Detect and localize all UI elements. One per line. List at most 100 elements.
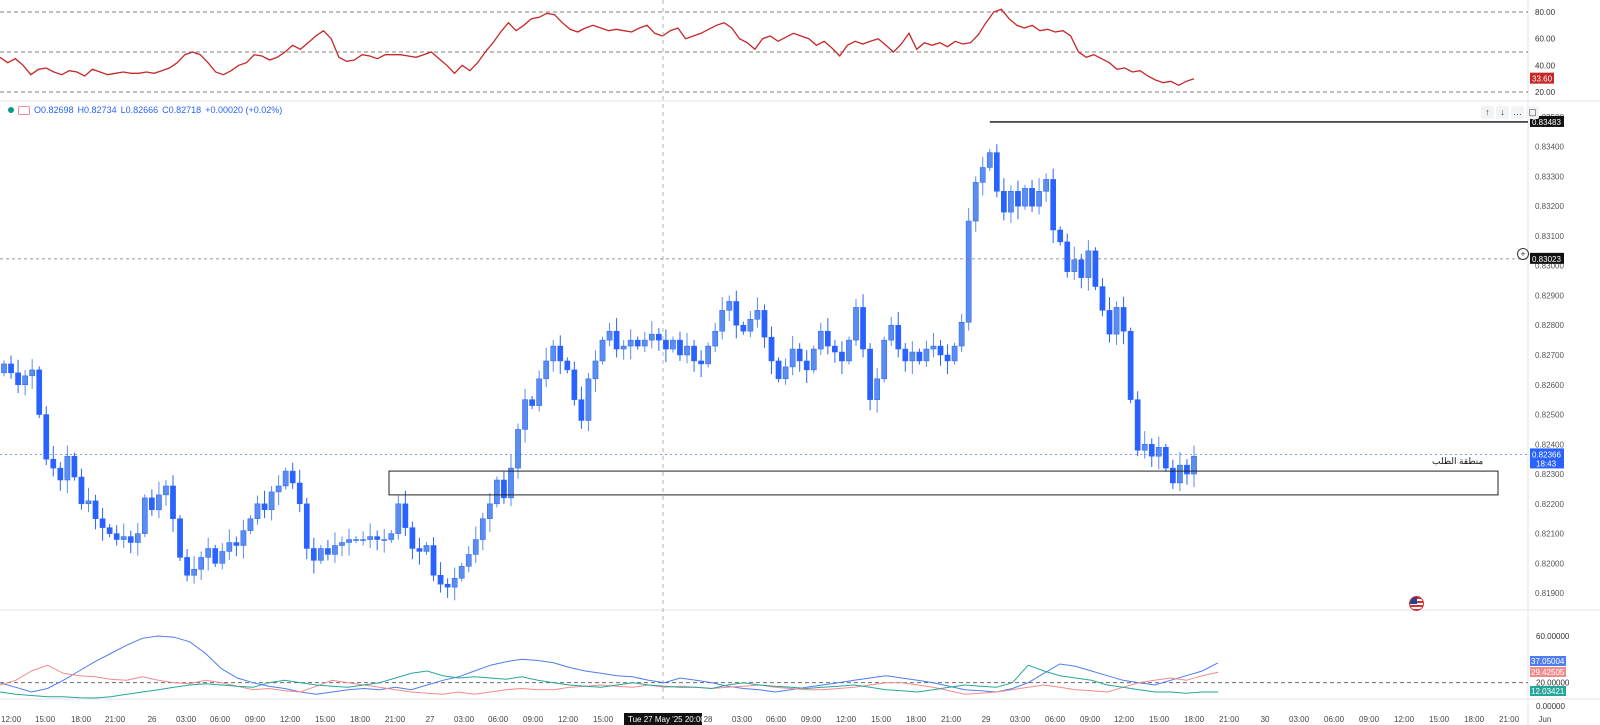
time-axis-tick: 21:00 — [941, 715, 962, 724]
add-alert-icon[interactable]: + — [1517, 248, 1529, 260]
candle-body — [437, 575, 444, 585]
candle-body — [113, 533, 120, 540]
candle-body — [691, 345, 697, 362]
time-axis-tick: 21:00 — [1499, 715, 1520, 724]
candle-body — [1099, 286, 1106, 311]
candle-body — [578, 399, 585, 421]
candle-body — [944, 354, 951, 362]
candle-body — [465, 554, 472, 567]
candle-body — [205, 548, 212, 558]
price-axis-tick: 0.83400 — [1535, 143, 1564, 152]
candle-body — [839, 351, 845, 362]
candle-body — [958, 322, 965, 347]
candle-body — [501, 479, 507, 499]
candle-body — [824, 330, 831, 347]
candle-body — [599, 339, 606, 362]
candle-body — [979, 167, 986, 183]
candle-body — [339, 542, 345, 546]
price-axis-tick: 0.82700 — [1535, 351, 1564, 360]
move-down-icon[interactable]: ↓ — [1496, 106, 1509, 119]
rsi-axis-tick: 60.00 — [1535, 35, 1556, 44]
candle-body — [268, 491, 275, 511]
candle-body — [648, 333, 655, 341]
candle-body — [360, 539, 366, 541]
candle-body — [1036, 191, 1042, 207]
candle-body — [1170, 467, 1176, 484]
candle-body — [663, 339, 669, 350]
candle-body — [106, 527, 113, 534]
candle-body — [318, 548, 324, 561]
time-axis-tick: 29 — [982, 715, 991, 724]
dmi-value-label: 12.03421 — [1531, 687, 1565, 696]
candle-body — [712, 330, 719, 347]
candle-body — [705, 345, 711, 365]
candle-body — [487, 503, 493, 519]
candle-body — [508, 467, 514, 499]
last-price-badge — [1530, 448, 1564, 469]
time-axis-tick: 09:00 — [245, 715, 266, 724]
status-dot-icon — [8, 107, 14, 113]
candle-body — [895, 324, 902, 350]
time-axis-tick: 12:00 — [836, 715, 857, 724]
candle-body — [296, 482, 303, 505]
candle-body — [972, 182, 979, 222]
price-axis-tick: 0.82100 — [1535, 530, 1564, 539]
candle-body — [803, 360, 810, 371]
candle-body — [557, 345, 564, 362]
candle-body — [43, 414, 50, 460]
candle-body — [1191, 455, 1197, 475]
time-axis-tick: 15:00 — [35, 715, 56, 724]
candle-body — [902, 348, 909, 362]
time-axis-tick: 18:00 — [1464, 715, 1485, 724]
candle-body — [606, 330, 613, 341]
candle-body — [719, 310, 726, 332]
candle-body — [64, 455, 71, 481]
candle-body — [585, 378, 592, 421]
candle-body — [22, 375, 28, 386]
candle-body — [860, 307, 866, 350]
time-axis-tick: 09:00 — [1080, 715, 1101, 724]
candle-body — [325, 548, 331, 555]
dmi-series-0 — [0, 635, 1219, 695]
candle-body — [388, 533, 395, 540]
candle-body — [367, 536, 374, 540]
candle-body — [930, 345, 937, 350]
candle-body — [247, 518, 254, 531]
us-flag-icon[interactable] — [1409, 596, 1424, 611]
candle-body — [641, 339, 648, 347]
candle-body — [853, 307, 859, 341]
candle-body — [867, 348, 873, 400]
candle-body — [1, 363, 7, 374]
candle-body — [303, 503, 310, 549]
candle-body — [656, 333, 662, 341]
time-axis-tick: 12:00 — [1, 715, 22, 724]
legend-high: H0.82734 — [77, 105, 117, 115]
candle-body — [430, 545, 437, 576]
move-up-icon[interactable]: ↑ — [1481, 106, 1494, 119]
candle-body — [1043, 179, 1049, 192]
candle-body — [733, 301, 740, 326]
candle-body — [127, 536, 134, 543]
more-options-icon[interactable]: … — [1511, 106, 1524, 119]
time-axis-tick: 15:00 — [1429, 715, 1450, 724]
candle-body — [1050, 179, 1057, 231]
candle-body — [134, 533, 141, 543]
time-axis-tick: 03:00 — [176, 715, 197, 724]
price-axis-tick: 0.83000 — [1535, 262, 1564, 271]
candle-body — [796, 348, 803, 362]
candle-body — [726, 301, 733, 311]
maximize-icon[interactable]: ▢ — [1526, 106, 1539, 119]
time-axis-tick: 09:00 — [523, 715, 544, 724]
dmi-value-badge — [1530, 686, 1566, 696]
candle-body — [254, 503, 261, 519]
candle-body — [789, 348, 796, 368]
legend-close: C0.82718 — [162, 105, 202, 115]
time-axis-tick: 03:00 — [1289, 715, 1310, 724]
demand-zone-label: منطقة الطلب — [1432, 456, 1484, 466]
price-axis-tick: 0.82200 — [1535, 500, 1564, 509]
visibility-icon[interactable] — [18, 105, 30, 115]
candle-body — [177, 518, 183, 558]
candle-body — [1162, 447, 1169, 469]
time-axis-tick: 06:00 — [1045, 715, 1066, 724]
